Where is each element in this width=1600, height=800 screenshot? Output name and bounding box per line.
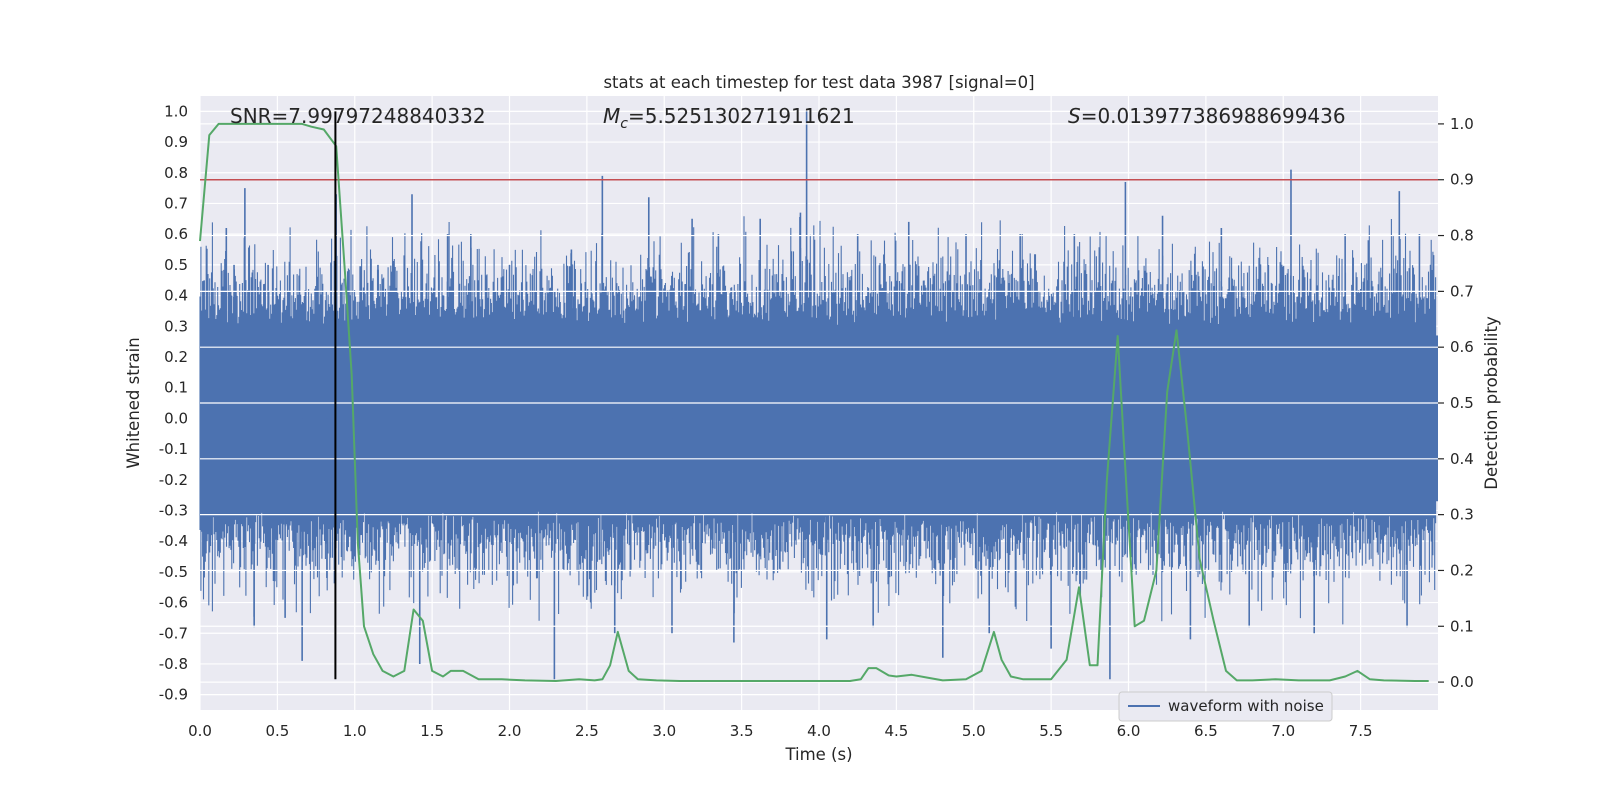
left-y-tick-label: 0.1 bbox=[164, 379, 188, 397]
left-y-tick-label: 0.9 bbox=[164, 133, 188, 151]
left-y-axis-label: Whitened strain bbox=[124, 337, 143, 468]
x-tick-label: 2.0 bbox=[498, 722, 522, 740]
x-tick-label: 0.0 bbox=[188, 722, 212, 740]
left-y-tick-label: 0.2 bbox=[164, 348, 188, 366]
x-tick-label: 7.0 bbox=[1271, 722, 1295, 740]
right-y-tick-label: 0.9 bbox=[1450, 171, 1474, 189]
left-y-tick-label: 0.7 bbox=[164, 194, 188, 212]
right-y-tick-label: 0.6 bbox=[1450, 338, 1474, 356]
x-tick-label: 4.0 bbox=[807, 722, 831, 740]
right-y-tick-label: 1.0 bbox=[1450, 115, 1474, 133]
right-y-tick-label: 0.4 bbox=[1450, 450, 1474, 468]
chirp-mass-subscript: c bbox=[620, 116, 628, 132]
right-y-axis-ticks: 1.0 0.9 0.8 0.7 0.6 0.5 0.4 0.3 0.2 0.1 0.0 bbox=[1438, 115, 1474, 691]
legend-box bbox=[1118, 691, 1333, 722]
x-axis-ticks: 0.0 0.5 1.0 1.5 2.0 2.5 3.0 3.5 4.0 4.5 5.0 5.5 6.0 6… bbox=[188, 722, 1372, 740]
detection-probability-series bbox=[199, 122, 1429, 682]
legend: waveform with noise bbox=[1118, 691, 1333, 722]
right-y-axis-label: Detection probability bbox=[1482, 316, 1501, 490]
right-y-tick-label: 0.7 bbox=[1450, 282, 1474, 300]
s-symbol: S bbox=[1068, 104, 1081, 128]
x-tick-label: 5.5 bbox=[1039, 722, 1063, 740]
x-tick-label: 4.5 bbox=[884, 722, 908, 740]
left-y-tick-label: -0.8 bbox=[159, 655, 188, 673]
left-y-tick-label: -0.1 bbox=[159, 440, 188, 458]
x-tick-label: 6.0 bbox=[1117, 722, 1141, 740]
x-tick-label: 3.0 bbox=[652, 722, 676, 740]
right-y-tick-label: 0.8 bbox=[1450, 227, 1474, 245]
left-y-tick-label: 0.8 bbox=[164, 164, 188, 182]
left-y-tick-label: -0.6 bbox=[159, 594, 188, 612]
left-y-tick-label: 0.4 bbox=[164, 287, 188, 305]
s-annotation: S=0.013977386988699436 bbox=[1068, 104, 1346, 128]
left-y-tick-label: -0.2 bbox=[159, 471, 188, 489]
x-tick-label: 1.0 bbox=[343, 722, 367, 740]
left-y-tick-label: -0.7 bbox=[159, 624, 188, 642]
left-y-tick-label: 0.5 bbox=[164, 256, 188, 274]
x-tick-label: 6.5 bbox=[1194, 722, 1218, 740]
chart-title: stats at each timestep for test data 398… bbox=[603, 73, 1034, 92]
left-y-axis-ticks: 1.0 0.9 0.8 0.7 0.6 0.5 0.4 0.3 0.2 0.1 0.0 -0.1 -0.… bbox=[159, 102, 188, 703]
left-y-tick-label: -0.9 bbox=[159, 686, 188, 704]
x-tick-label: 3.5 bbox=[730, 722, 754, 740]
s-value: =0.013977386988699436 bbox=[1081, 104, 1346, 128]
left-y-tick-label: 0.6 bbox=[164, 225, 188, 243]
x-tick-label: 7.5 bbox=[1349, 722, 1373, 740]
left-y-tick-label: -0.4 bbox=[159, 532, 188, 550]
x-tick-label: 5.0 bbox=[962, 722, 986, 740]
left-y-tick-label: -0.5 bbox=[159, 563, 188, 581]
right-y-tick-label: 0.3 bbox=[1450, 506, 1474, 524]
right-y-tick-label: 0.2 bbox=[1450, 561, 1474, 579]
x-tick-label: 1.5 bbox=[420, 722, 444, 740]
right-y-tick-label: 0.0 bbox=[1450, 673, 1474, 691]
detection-probability-line bbox=[199, 122, 1429, 682]
right-y-tick-label: 0.1 bbox=[1450, 617, 1474, 635]
x-axis-label: Time (s) bbox=[784, 745, 852, 764]
chirp-mass-value: =5.525130271911621 bbox=[628, 104, 855, 128]
left-y-tick-label: 1.0 bbox=[164, 102, 188, 120]
left-y-tick-label: 0.3 bbox=[164, 317, 188, 335]
x-tick-label: 0.5 bbox=[265, 722, 289, 740]
waveform-series bbox=[199, 111, 1438, 680]
snr-annotation: SNR=7.99797248840332 bbox=[230, 104, 486, 128]
chirp-mass-annotation: Mc=5.525130271911621 bbox=[603, 104, 855, 132]
legend-label-waveform: waveform with noise bbox=[1168, 697, 1324, 715]
x-tick-label: 2.5 bbox=[575, 722, 599, 740]
left-y-tick-label: 0.0 bbox=[164, 409, 188, 427]
chirp-mass-symbol: M bbox=[603, 104, 620, 128]
right-y-tick-label: 0.5 bbox=[1450, 394, 1474, 412]
left-y-tick-label: -0.3 bbox=[159, 501, 188, 519]
